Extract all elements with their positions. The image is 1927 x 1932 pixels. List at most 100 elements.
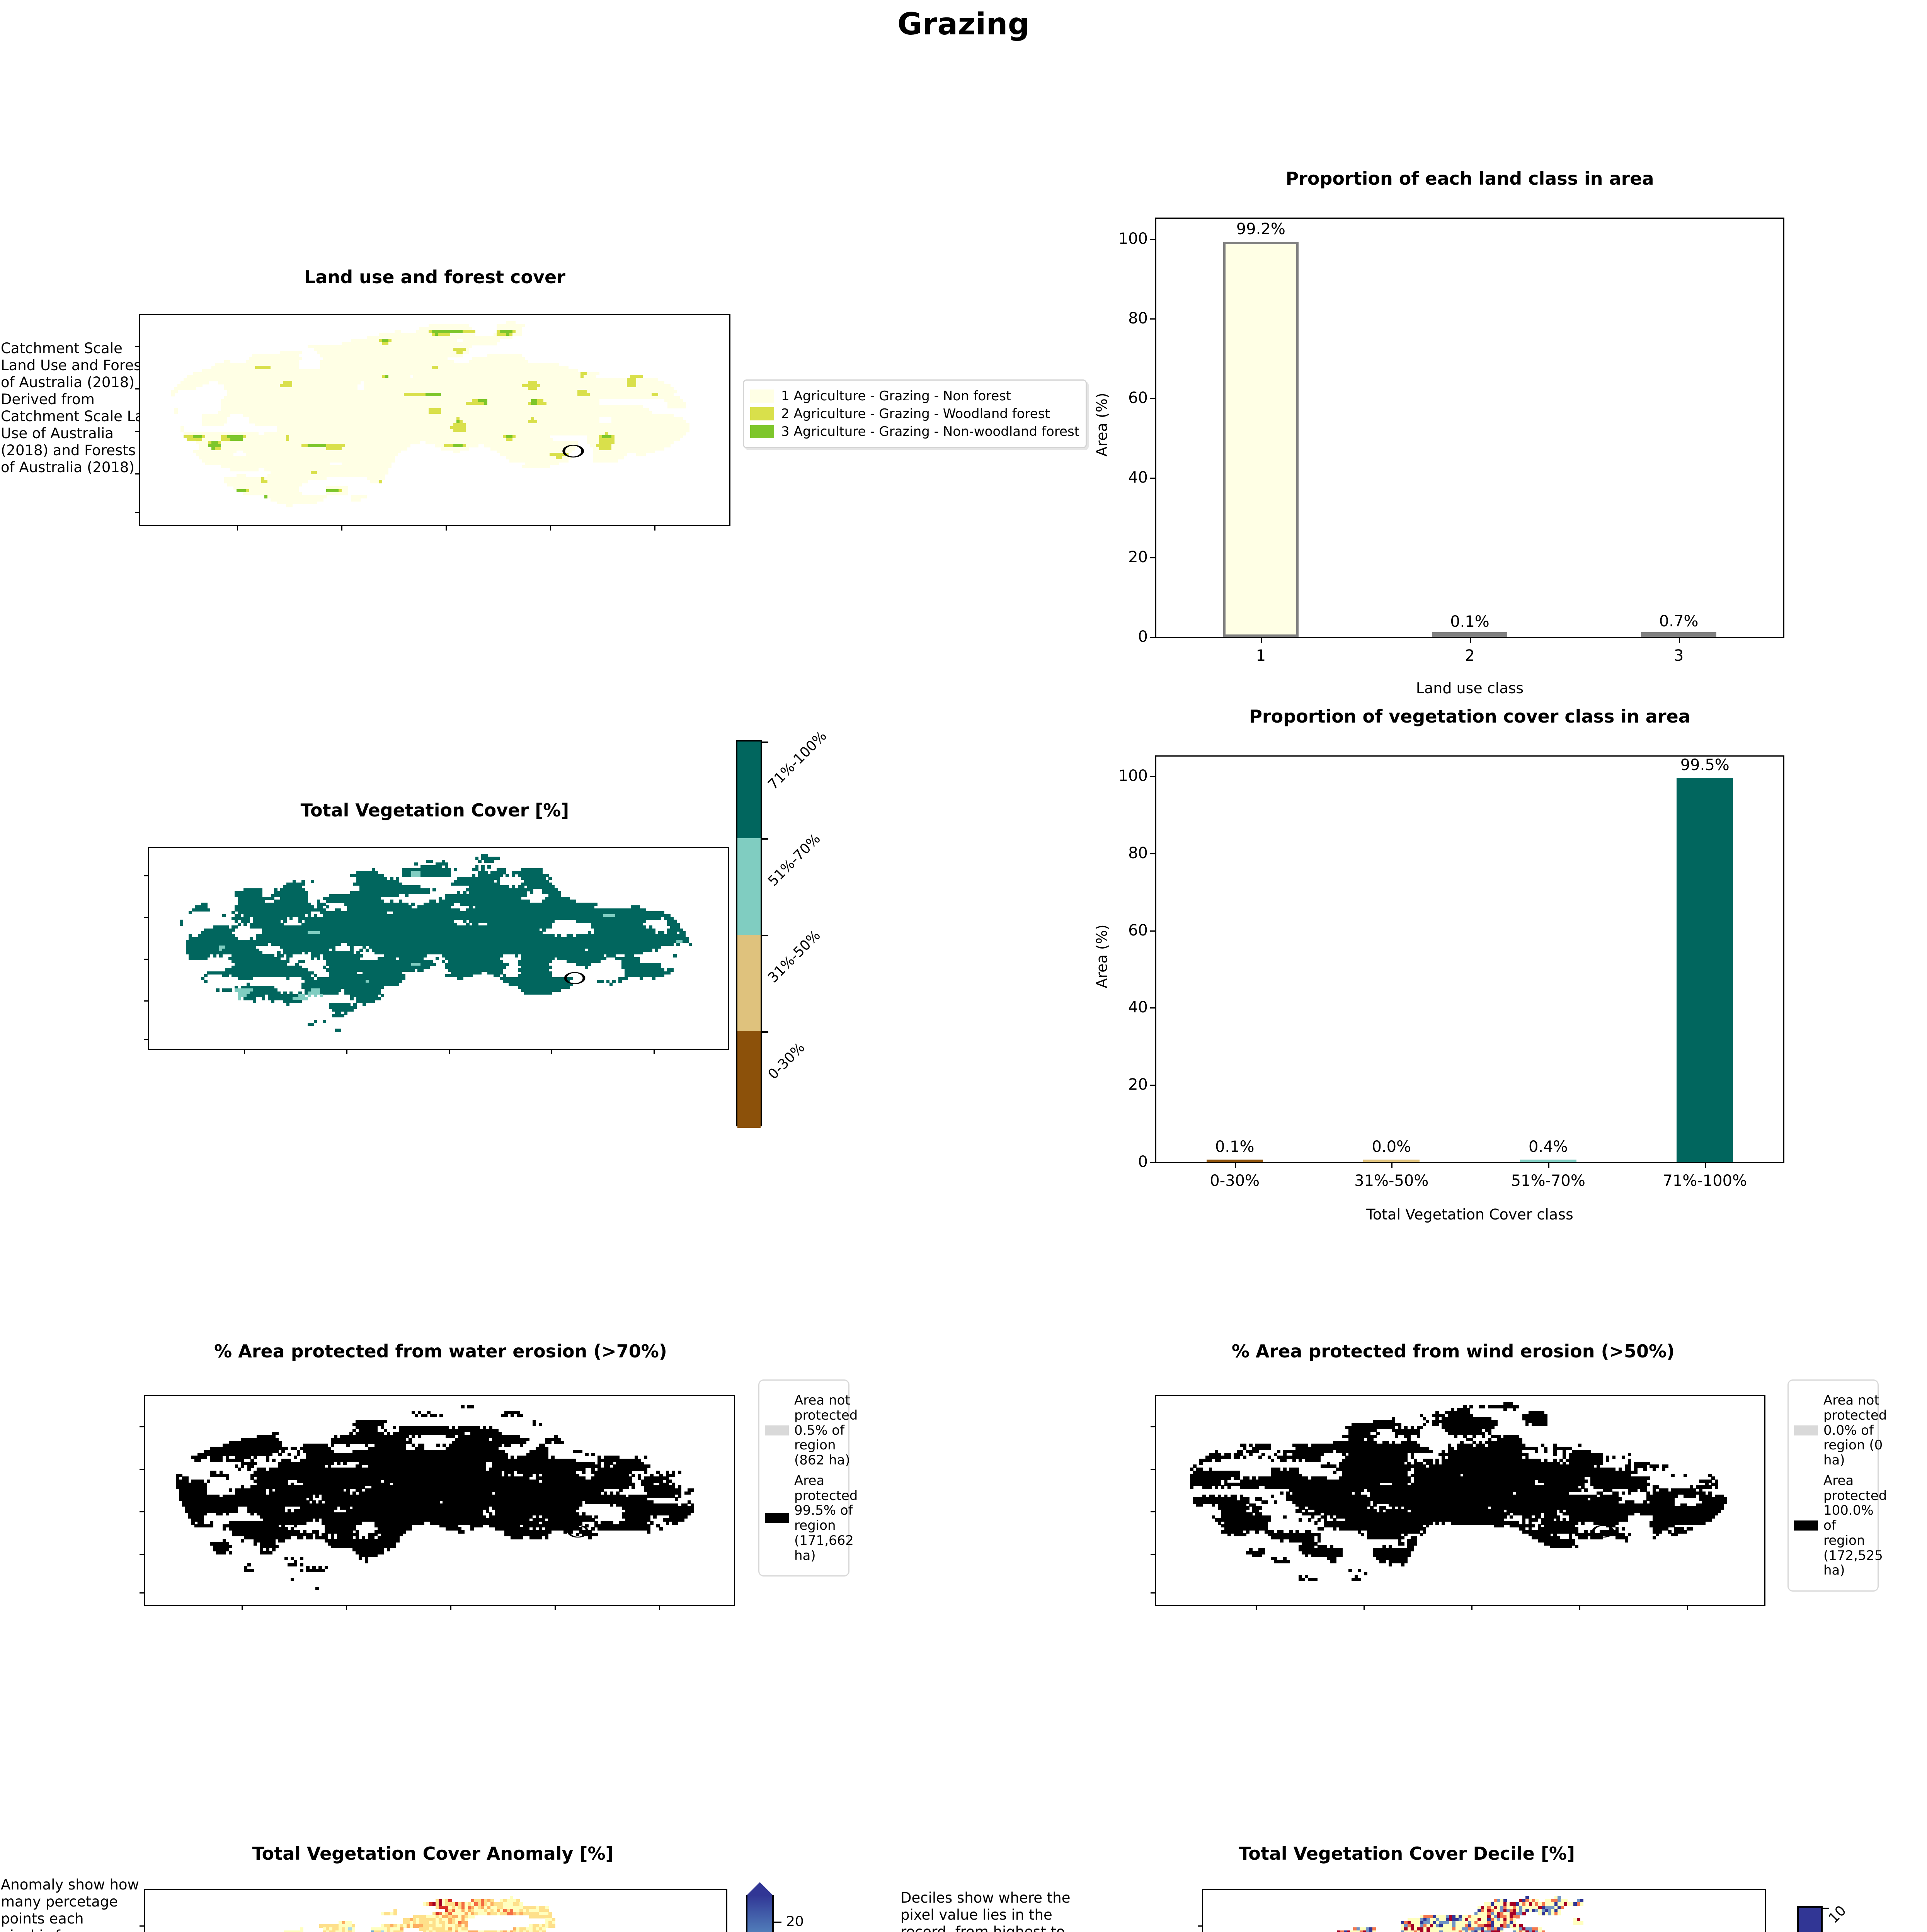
y-tick-mark bbox=[1150, 637, 1156, 638]
y-tick-mark bbox=[1150, 1162, 1156, 1163]
legend-label: 2 Agriculture - Grazing - Woodland fores… bbox=[781, 406, 1050, 422]
legend-label: 3 Agriculture - Grazing - Non-woodland f… bbox=[781, 424, 1079, 439]
cbar-segment-0-30 bbox=[737, 1031, 761, 1128]
decile-map-canvas bbox=[1203, 1890, 1765, 1932]
veg-class-y-axis-label: Area (%) bbox=[1093, 906, 1110, 1007]
veg-cover-map-canvas bbox=[149, 848, 728, 1049]
y-tick-label: 40 bbox=[1128, 998, 1148, 1016]
x-tick-label: 0-30% bbox=[1210, 1172, 1260, 1190]
y-tick-label: 100 bbox=[1118, 767, 1148, 785]
y-tick-mark bbox=[1150, 318, 1156, 320]
veg-class-bar-chart[interactable]: Proportion of vegetation cover class in … bbox=[1155, 755, 1784, 1163]
bar[interactable] bbox=[1223, 242, 1299, 637]
wind-erosion-legend: Area not protected 0.0% of region (0 ha)… bbox=[1787, 1379, 1879, 1592]
x-tick-label: 3 bbox=[1674, 647, 1684, 665]
legend-swatch-not-protected bbox=[765, 1425, 789, 1435]
x-tick-label: 51%-70% bbox=[1511, 1172, 1585, 1190]
veg-cover-colorbar: 71%-100% 51%-70% 31%-50% 0-30% bbox=[736, 740, 762, 1126]
land-use-map-title: Land use and forest cover bbox=[137, 267, 732, 287]
x-tick-label: 1 bbox=[1256, 647, 1266, 665]
y-tick-label: 20 bbox=[1128, 1076, 1148, 1094]
bar-value-label: 0.7% bbox=[1659, 612, 1699, 630]
page-title: Grazing bbox=[0, 7, 1927, 42]
anomaly-explainer-note: Anomaly show how many percetage points e… bbox=[1, 1876, 155, 1932]
legend-swatch-nonforest bbox=[750, 389, 774, 403]
legend-swatch-protected bbox=[1794, 1520, 1818, 1531]
wind-erosion-map-title: % Area protected from wind erosion (>50%… bbox=[1086, 1341, 1820, 1362]
y-tick-label: 0 bbox=[1138, 1153, 1148, 1171]
legend-item: Area protected 99.5% of region (171,662 … bbox=[765, 1473, 843, 1563]
cbar-segment-51-70 bbox=[737, 838, 761, 935]
land-use-map-canvas bbox=[140, 315, 729, 525]
y-tick-label: 40 bbox=[1128, 469, 1148, 486]
wind-erosion-map[interactable] bbox=[1155, 1395, 1765, 1606]
decile-map-title: Total Vegetation Cover Decile [%] bbox=[1059, 1843, 1755, 1864]
land-class-chart-title: Proportion of each land class in area bbox=[1155, 168, 1784, 189]
anomaly-map-title: Total Vegetation Cover Anomaly [%] bbox=[135, 1843, 730, 1864]
wind-erosion-map-canvas bbox=[1156, 1396, 1764, 1605]
legend-item: Area not protected 0.5% of region (862 h… bbox=[765, 1393, 843, 1468]
x-tick-label: 31%-50% bbox=[1354, 1172, 1428, 1190]
y-tick-label: 0 bbox=[1138, 628, 1148, 646]
cbar-label-31-50: 31%-50% bbox=[765, 927, 824, 986]
decile-colorbar: 10 8-9 4-7 2-3 1 bbox=[1797, 1906, 1823, 1932]
legend-label: Area protected 99.5% of region (171,662 … bbox=[794, 1473, 858, 1563]
y-tick-mark bbox=[1150, 853, 1156, 854]
legend-swatch-woodland bbox=[750, 407, 774, 420]
legend-item: 2 Agriculture - Grazing - Woodland fores… bbox=[750, 406, 1079, 422]
y-tick-mark bbox=[1150, 478, 1156, 479]
bar-value-label: 99.5% bbox=[1680, 756, 1730, 774]
y-tick-label: 60 bbox=[1128, 389, 1148, 407]
veg-cover-map[interactable] bbox=[148, 847, 729, 1050]
veg-cover-map-title: Total Vegetation Cover [%] bbox=[137, 800, 732, 821]
bar-value-label: 0.1% bbox=[1450, 613, 1490, 631]
veg-class-x-axis-label: Total Vegetation Cover class bbox=[1155, 1206, 1784, 1223]
x-tick-mark bbox=[1548, 1162, 1549, 1168]
cbar-extend-arrow-top bbox=[746, 1882, 774, 1896]
legend-label: Area not protected 0.0% of region (0 ha) bbox=[1823, 1393, 1887, 1468]
anomaly-map[interactable] bbox=[144, 1889, 727, 1932]
legend-item: 1 Agriculture - Grazing - Non forest bbox=[750, 388, 1079, 404]
cbar-segment-10 bbox=[1799, 1908, 1821, 1932]
legend-label: Area protected 100.0% of region (172,525… bbox=[1823, 1473, 1887, 1578]
legend-item: 3 Agriculture - Grazing - Non-woodland f… bbox=[750, 424, 1079, 439]
legend-swatch-not-protected bbox=[1794, 1425, 1818, 1435]
water-erosion-map[interactable] bbox=[144, 1395, 735, 1606]
veg-class-chart-title: Proportion of vegetation cover class in … bbox=[1155, 706, 1784, 727]
land-use-map[interactable] bbox=[139, 314, 730, 526]
water-erosion-map-canvas bbox=[145, 1396, 734, 1605]
bar-value-label: 99.2% bbox=[1236, 220, 1285, 238]
cbar-label-10: 10 bbox=[1826, 1903, 1849, 1926]
bar[interactable] bbox=[1432, 632, 1508, 637]
cbar-label-0-30: 0-30% bbox=[765, 1040, 808, 1083]
anomaly-map-canvas bbox=[145, 1890, 726, 1932]
x-tick-mark bbox=[1235, 1162, 1236, 1168]
decile-explainer-note: Deciles show where the pixel value lies … bbox=[901, 1889, 1082, 1932]
cbar-label-51-70: 51%-70% bbox=[765, 831, 824, 889]
land-use-source-note: Catchment Scale Land Use and Forests of … bbox=[1, 340, 163, 476]
y-tick-mark bbox=[1150, 557, 1156, 558]
y-tick-mark bbox=[1150, 776, 1156, 777]
x-tick-mark bbox=[1679, 637, 1680, 643]
decile-map[interactable] bbox=[1202, 1889, 1766, 1932]
x-tick-mark bbox=[1705, 1162, 1706, 1168]
x-tick-mark bbox=[1261, 637, 1262, 643]
y-tick-mark bbox=[1150, 398, 1156, 399]
legend-item: Area not protected 0.0% of region (0 ha) bbox=[1794, 1393, 1872, 1468]
legend-label: 1 Agriculture - Grazing - Non forest bbox=[781, 388, 1011, 404]
bar[interactable] bbox=[1677, 778, 1733, 1162]
land-class-y-axis-label: Area (%) bbox=[1093, 374, 1110, 475]
legend-swatch-protected bbox=[765, 1513, 789, 1523]
y-tick-mark bbox=[1150, 1085, 1156, 1086]
y-tick-mark bbox=[1150, 930, 1156, 932]
y-tick-label: 80 bbox=[1128, 310, 1148, 327]
x-tick-mark bbox=[1470, 637, 1471, 643]
legend-swatch-nonwoodland bbox=[750, 425, 774, 438]
y-tick-label: 60 bbox=[1128, 922, 1148, 939]
land-use-legend: 1 Agriculture - Grazing - Non forest 2 A… bbox=[743, 379, 1087, 448]
bar[interactable] bbox=[1641, 632, 1716, 637]
bar-value-label: 0.0% bbox=[1372, 1138, 1411, 1156]
legend-label: Area not protected 0.5% of region (862 h… bbox=[794, 1393, 858, 1468]
